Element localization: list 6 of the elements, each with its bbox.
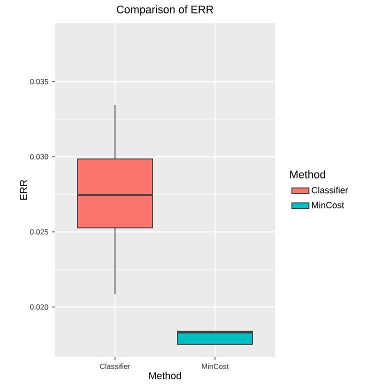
y-axis-title: ERR <box>20 180 27 200</box>
legend-label: Classifier <box>312 186 348 194</box>
legend-title: Method <box>290 170 326 178</box>
x-axis-title: Method <box>149 372 181 380</box>
chart-title: Comparison of ERR <box>116 5 214 16</box>
legend-label: MinCost <box>312 202 344 208</box>
